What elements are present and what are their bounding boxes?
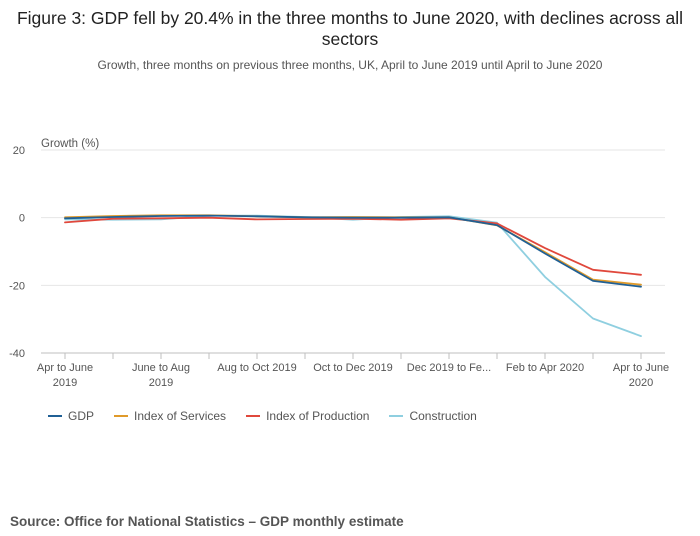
chart-subtitle: Growth, three months on previous three m… xyxy=(97,58,603,72)
x-tick-label: Oct to Dec 2019 xyxy=(313,362,393,374)
legend-swatch xyxy=(389,415,404,417)
axes: 20 0 -20 -40 Apr to June 2019 June to Aug 2019 A… xyxy=(9,145,669,389)
series-lines xyxy=(64,214,642,338)
x-tick-label: Dec 2019 to Fe... xyxy=(407,362,491,374)
x-tick-label: Apr to June 2020 xyxy=(613,362,669,389)
y-tick-label: 20 xyxy=(13,145,25,157)
x-tick-label: Aug to Oct 2019 xyxy=(217,362,297,374)
legend-label: Construction xyxy=(409,409,477,423)
legend-label: Index of Production xyxy=(266,409,370,423)
legend-item: GDP xyxy=(48,409,94,423)
x-tick-label: Apr to June 2019 xyxy=(37,362,93,389)
series-line-index-of-services xyxy=(64,214,642,286)
y-tick-label: -40 xyxy=(9,348,25,360)
legend-label: GDP xyxy=(68,409,95,423)
legend-label: Index of Services xyxy=(134,409,227,423)
y-tick-label: -20 xyxy=(9,280,25,292)
series-line-index-of-production xyxy=(64,216,642,276)
legend-swatch xyxy=(246,415,261,417)
chart-title: Figure 3: GDP fell by 20.4% in the three… xyxy=(16,8,683,49)
legend-item: Construction xyxy=(389,409,477,423)
y-axis-label: Growth (%) xyxy=(41,138,99,150)
x-tick-label: June to Aug 2019 xyxy=(132,362,190,389)
legend-swatch xyxy=(114,415,129,417)
gridlines xyxy=(41,149,665,354)
y-tick-label: 0 xyxy=(19,213,25,225)
legend-swatch xyxy=(48,415,62,417)
series-line-construction xyxy=(64,214,642,338)
source-note: Source: Office for National Statistics –… xyxy=(10,514,404,529)
legend-item: Index of Services xyxy=(114,409,226,423)
legend: GDP Index of Services Index of Production C… xyxy=(48,409,497,423)
series-line-gdp xyxy=(64,214,642,288)
legend-item: Index of Production xyxy=(246,409,369,423)
x-tick-label: Feb to Apr 2020 xyxy=(506,362,584,374)
